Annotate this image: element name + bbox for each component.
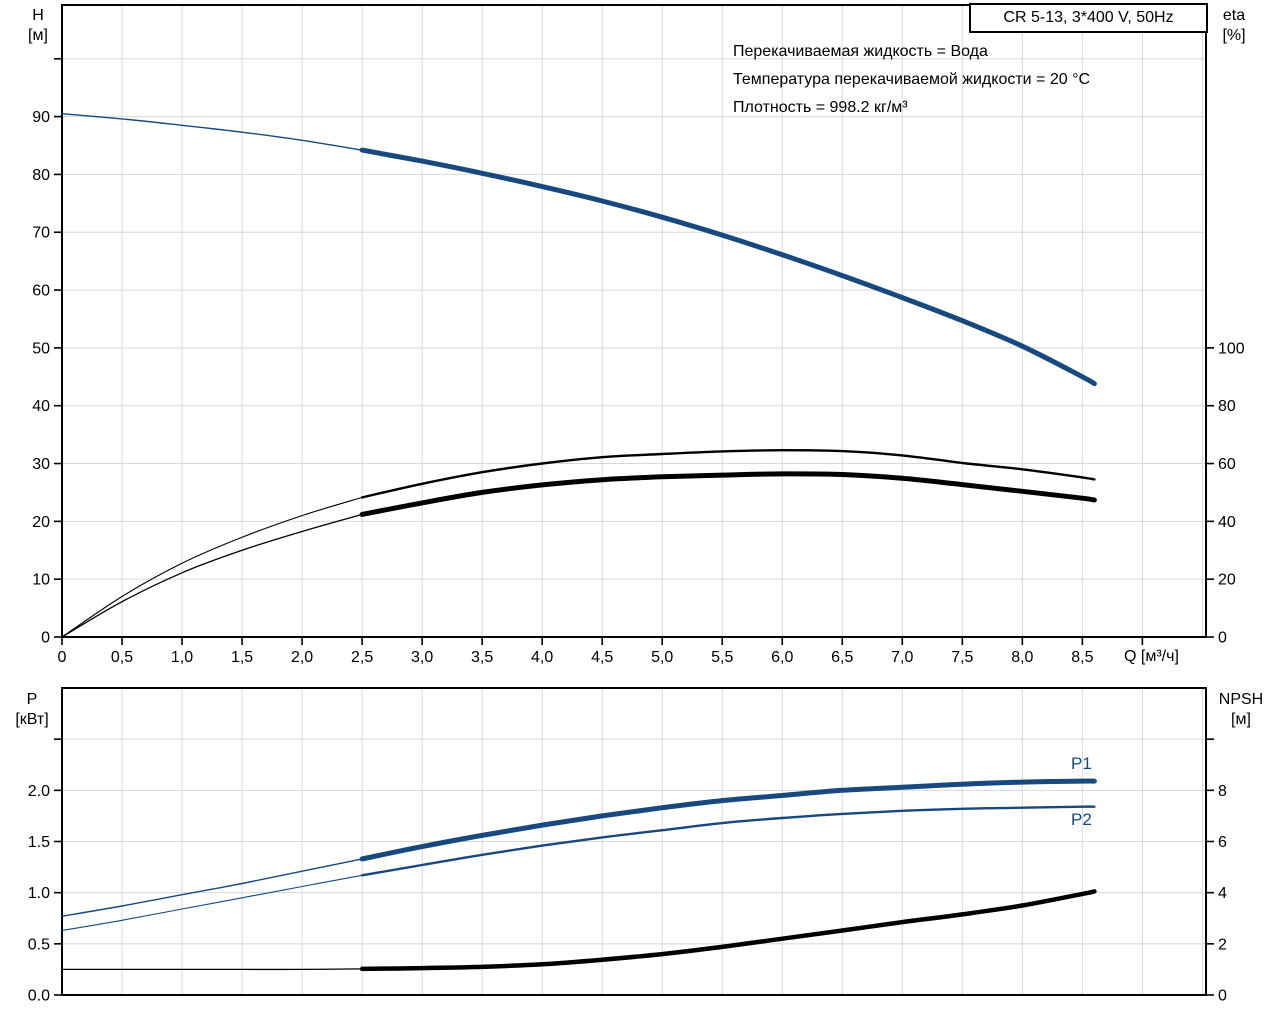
curve-P1-thick (359, 778, 1097, 862)
x-axis-tick-label: 7,0 (891, 649, 913, 666)
left-axis-unit-label-top: H [м] (16, 6, 60, 46)
curve-NPSH-thin (62, 968, 363, 971)
left-axis-tick-label: 30 (32, 456, 50, 473)
x-axis-tick-label: 0,5 (111, 649, 133, 666)
right-axis-tick-label: 4 (1218, 885, 1227, 902)
left-axis-tick-label: 80 (32, 167, 50, 184)
left-axis-tick-label: 20 (32, 514, 50, 531)
x-axis-tick-label: 1,5 (231, 649, 253, 666)
plot-frame (61, 4, 1207, 638)
x-axis-tick-label: 2,0 (291, 649, 313, 666)
left-axis-tick-label: 50 (32, 340, 50, 357)
x-axis-tick-label: 5,5 (711, 649, 733, 666)
right-axis-tick-label: 0 (1218, 630, 1227, 647)
curve-NPSH-thick (359, 889, 1097, 972)
curve-eta_pump_motor-thin (61, 513, 363, 638)
npsh-axis-unit: [м] (1231, 711, 1251, 728)
curve-P2-thin (61, 874, 363, 932)
right-axis-tick-label: 20 (1218, 572, 1236, 589)
pump-model-box: CR 5-13, 3*400 V, 50Hz (969, 3, 1208, 33)
x-axis-tick-label: 5,0 (651, 649, 673, 666)
h-axis-symbol: H (32, 7, 44, 24)
left-axis-tick-label: 90 (32, 109, 50, 126)
x-axis-tick-label: 8,0 (1011, 649, 1033, 666)
h-axis-unit: [м] (28, 27, 48, 44)
right-axis-unit-label-top: eta [%] (1210, 6, 1258, 46)
left-axis-tick-label: 0.5 (28, 936, 50, 953)
right-axis-tick-label: 40 (1218, 514, 1236, 531)
curve-eta_pump-thin (61, 496, 363, 638)
x-axis-tick-label: 4,0 (531, 649, 553, 666)
x-axis-unit-label: Q [м³/ч] (1124, 648, 1179, 665)
curve-P1-thin (61, 858, 363, 917)
p1-curve-label: P1 (1071, 754, 1092, 773)
curve-P2-thick (360, 805, 1096, 877)
eta-axis-symbol: eta (1222, 7, 1246, 24)
left-axis-tick-label: 2.0 (28, 783, 50, 800)
pump-model-text: CR 5-13, 3*400 V, 50Hz (1003, 9, 1174, 26)
fluid-temperature-line: Температура перекачиваемой жидкости = 20… (733, 71, 1091, 88)
npsh-axis-symbol: NPSH (1218, 691, 1264, 708)
p-axis-unit: [кВт] (15, 711, 49, 728)
left-axis-tick-label: 60 (32, 283, 50, 300)
left-axis-tick-label: 0 (41, 630, 50, 647)
right-axis-tick-label: 100 (1218, 340, 1245, 357)
x-axis-tick-label: 2,5 (351, 649, 373, 666)
left-axis-unit-label-bottom: P [кВт] (6, 690, 58, 730)
fluid-info-block: Перекачиваемая жидкость = Вода Температу… (733, 38, 1090, 122)
fluid-type-line: Перекачиваемая жидкость = Вода (733, 43, 988, 60)
right-axis-tick-label: 6 (1218, 834, 1227, 851)
right-axis-unit-label-bottom: NPSH [м] (1208, 690, 1274, 730)
p2-curve-label: P2 (1071, 810, 1092, 829)
right-axis-tick-label: 60 (1218, 456, 1236, 473)
fluid-density-line: Плотность = 998.2 кг/м³ (733, 99, 908, 116)
p-axis-symbol: P (26, 691, 38, 708)
right-axis-tick-label: 8 (1218, 783, 1227, 800)
left-axis-tick-label: 10 (32, 572, 50, 589)
left-axis-tick-label: 0.0 (28, 988, 50, 1005)
x-axis-tick-label: 6,0 (771, 649, 793, 666)
x-axis-tick-label: 1,0 (171, 649, 193, 666)
left-axis-tick-label: 1.0 (28, 885, 50, 902)
x-axis-tick-label: 0 (58, 649, 67, 666)
x-axis-tick-label: 8,5 (1071, 649, 1093, 666)
left-axis-tick-label: 1.5 (28, 834, 50, 851)
x-axis-tick-label: 7,5 (951, 649, 973, 666)
left-axis-tick-label: 40 (32, 398, 50, 415)
right-axis-tick-label: 0 (1218, 988, 1227, 1005)
curve-H-thin (61, 113, 363, 151)
left-axis-tick-label: 70 (32, 225, 50, 242)
x-axis-tick-label: 3,5 (471, 649, 493, 666)
eta-axis-unit: [%] (1222, 27, 1246, 44)
right-axis-tick-label: 2 (1218, 936, 1227, 953)
x-axis-tick-label: 3,0 (411, 649, 433, 666)
curve-eta_pump-thick (360, 448, 1096, 499)
right-axis-tick-label: 80 (1218, 398, 1236, 415)
x-axis-tick-label: 6,5 (831, 649, 853, 666)
x-axis-tick-label: 4,5 (591, 649, 613, 666)
curve-H-thick (359, 147, 1097, 387)
curve-eta_pump_motor-thick (359, 471, 1097, 517)
